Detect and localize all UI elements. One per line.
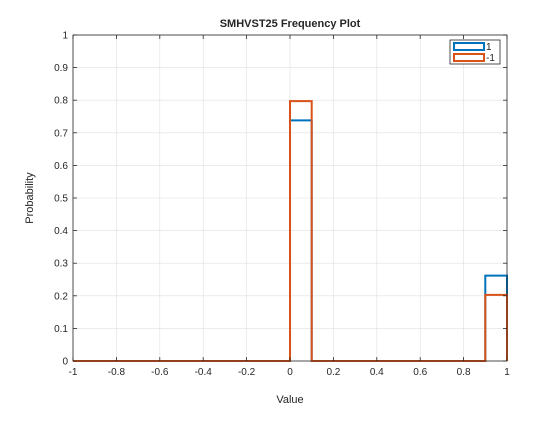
x-tick-label: 0 <box>287 367 293 378</box>
y-tick-label: 0 <box>62 357 68 368</box>
y-tick-label: 0.9 <box>54 63 68 74</box>
y-tick-label: 0.4 <box>54 226 68 237</box>
x-tick-label: 0.4 <box>370 367 384 378</box>
x-tick-label: 0.8 <box>457 367 471 378</box>
legend-swatch <box>453 53 485 62</box>
x-tick-label: -0.4 <box>195 367 213 378</box>
y-tick-label: 0.7 <box>54 128 68 139</box>
x-tick-label: -0.2 <box>238 367 256 378</box>
y-tick-label: 0.3 <box>54 259 68 270</box>
x-tick-label: 0.6 <box>413 367 427 378</box>
y-tick-label: 1 <box>62 31 68 42</box>
chart-title: SMHVST25 Frequency Plot <box>220 18 361 30</box>
y-tick-label: 0.5 <box>54 194 68 205</box>
y-tick-label: 0.1 <box>54 324 68 335</box>
legend[interactable]: 1-1 <box>449 39 501 65</box>
x-tick-label: -0.8 <box>108 367 126 378</box>
x-tick-label: 0.2 <box>326 367 340 378</box>
y-tick-label: 0.6 <box>54 161 68 172</box>
y-tick-label: 0.8 <box>54 96 68 107</box>
legend-label: 1 <box>486 42 492 53</box>
x-tick-label: -1 <box>69 367 78 378</box>
axis-ticks: -1 -0.8 -0.6 -0.4 -0.2 0 0.2 0.4 0.6 0.8 1 0 0.1 0.2 0… <box>54 31 510 379</box>
y-axis-label: Probability <box>24 172 36 224</box>
x-axis-label: Value <box>276 394 303 406</box>
y-tick-label: 0.2 <box>54 291 68 302</box>
x-tick-label: -0.6 <box>151 367 169 378</box>
x-tick-label: 1 <box>504 367 510 378</box>
legend-swatch <box>453 42 485 51</box>
legend-label: -1 <box>486 53 495 64</box>
